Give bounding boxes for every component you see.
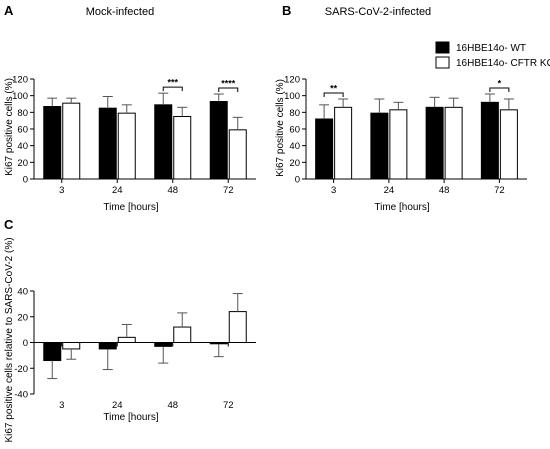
panel-c-bar-wt: [43, 342, 62, 362]
panel-c-bar-wt: [209, 342, 228, 345]
panel-b-bar-wt: [315, 118, 334, 180]
panel-a-bar-ko: [173, 116, 192, 180]
panel-b-ytick-label: 120: [284, 75, 300, 86]
panel-c-ytick-label: -40: [14, 390, 28, 401]
panel-b-ytick-label: 60: [289, 125, 300, 136]
panel-a-letter: A: [4, 3, 14, 18]
panel-b-title: SARS-CoV-2-infected: [325, 6, 431, 18]
panel-c-ytick-label: 40: [17, 287, 28, 298]
panel-b-chart: 0 20 40 60 80 100 120 3 ** 24 48 72 *: [284, 75, 527, 196]
panel-a-bar-wt: [98, 107, 117, 180]
panel-a-ytick-label: 60: [17, 125, 28, 136]
panel-a-ytick-label: 0: [23, 175, 28, 186]
panel-c-bar-ko: [228, 311, 247, 344]
panel-b-sig-label: *: [498, 79, 502, 89]
panel-b-bar-ko: [499, 109, 518, 180]
panel-c-bar-wt: [98, 342, 117, 350]
panel-b-bar-ko: [389, 109, 408, 180]
panel-b-bar-wt: [425, 106, 444, 180]
panel-c-bar-ko: [62, 342, 81, 350]
panel-b-ytick-label: 100: [284, 91, 300, 102]
panel-a-xtick-label: 72: [223, 185, 234, 196]
panel-a-bar-wt: [209, 101, 228, 180]
panel-b-sig-label: **: [330, 84, 338, 94]
panel-b-xtick-label: 3: [331, 185, 336, 196]
legend: 16HBE14o- WT 16HBE14o- CFTR KO: [435, 41, 550, 69]
panel-b-ytick-label: 0: [295, 175, 300, 186]
panel-a-xtick-label: 48: [167, 185, 178, 196]
panel-b-ytick-label: 40: [289, 141, 300, 152]
panel-a-ylabel: Ki67 positive cells (%): [4, 78, 15, 176]
panel-a-ytick-label: 120: [12, 75, 28, 86]
panel-b-xtick-label: 48: [439, 185, 450, 196]
panel-a-bar-ko: [62, 102, 81, 180]
panel-c-ytick-label: 20: [17, 312, 28, 323]
legend-wt-label: 16HBE14o- WT: [456, 43, 526, 54]
panel-c-letter: C: [4, 217, 14, 232]
panel-b-bar-wt: [370, 112, 389, 180]
panel-a-ytick-label: 20: [17, 158, 28, 169]
panel-a-chart: 0 20 40 60 80 100 120 3 24 48 *** 72 ****: [12, 75, 256, 196]
panel-b-xtick-label: 72: [494, 185, 505, 196]
panel-c-ylabel: Ki67 positive cells relative to SARS-CoV…: [4, 237, 15, 442]
panel-c-xtick-label: 48: [167, 400, 178, 411]
panel-a-title: Mock-infected: [86, 6, 154, 18]
panel-a-ytick-label: 40: [17, 141, 28, 152]
panel-c-xlabel: Time [hours]: [103, 412, 158, 423]
panel-a-xlabel: Time [hours]: [103, 202, 158, 213]
panel-a-ytick-label: 80: [17, 108, 28, 119]
panel-b-bar-wt: [480, 101, 499, 180]
panel-c-ytick-label: 0: [23, 338, 28, 349]
panel-c-xtick-label: 3: [59, 400, 64, 411]
panel-a-bar-ko: [228, 129, 247, 180]
panel-c-bar-ko: [117, 336, 136, 344]
legend-ko-swatch: [435, 56, 450, 69]
panel-b-xtick-label: 24: [384, 185, 395, 196]
panel-a-sig-label: ****: [221, 79, 236, 89]
panel-a-ytick-label: 100: [12, 91, 28, 102]
panel-a-bar-wt: [43, 106, 62, 180]
panel-b-ytick-label: 80: [289, 108, 300, 119]
panel-a-xtick-label: 3: [59, 185, 64, 196]
panel-b-ytick-label: 20: [289, 158, 300, 169]
panel-c-xtick-label: 24: [112, 400, 123, 411]
panel-c-chart: -40 -20 0 20 40 3 24 48 72: [14, 287, 256, 411]
panel-a-sig-bracket: [218, 87, 239, 92]
panel-b-sig-bracket: [323, 92, 344, 97]
panel-c-bar-ko: [173, 326, 192, 343]
panel-b-bar-ko: [334, 106, 353, 180]
panel-b-ylabel: Ki67 positive cells (%): [275, 79, 286, 177]
legend-wt-swatch: [435, 41, 450, 54]
panel-b-xlabel: Time [hours]: [374, 202, 429, 213]
panel-a-sig-bracket: [162, 86, 183, 92]
panel-a-bar-wt: [154, 104, 173, 180]
panel-b-letter: B: [282, 3, 291, 18]
panel-b-sig-bracket: [489, 87, 510, 92]
panel-b-bar-ko: [444, 106, 463, 180]
panel-a-sig-label: ***: [167, 78, 178, 88]
panel-c-xtick-label: 72: [223, 400, 234, 411]
panel-c-ytick-label: -20: [14, 364, 28, 375]
panel-a-bar-ko: [117, 112, 136, 180]
legend-ko-label: 16HBE14o- CFTR KO: [456, 58, 550, 69]
panel-c-bar-wt: [154, 342, 173, 347]
panel-a-xtick-label: 24: [112, 185, 123, 196]
